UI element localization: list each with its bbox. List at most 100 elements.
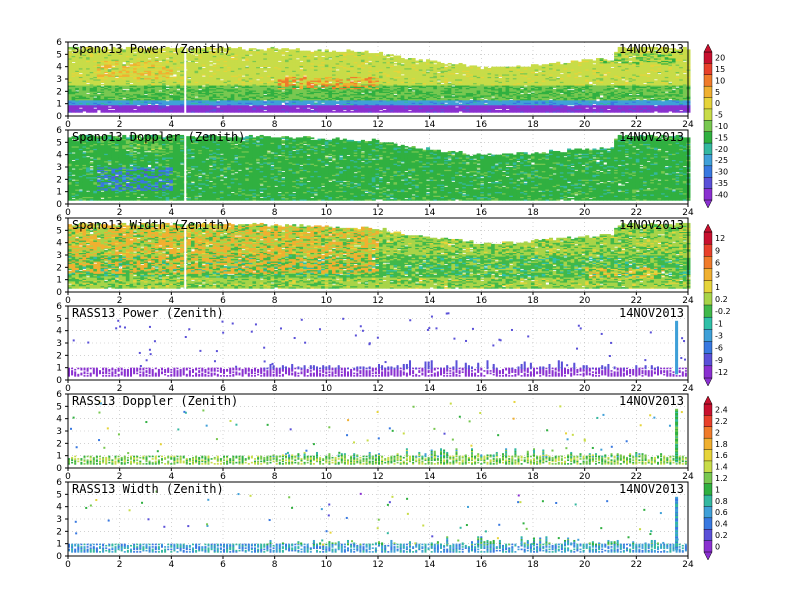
- heatmap-cell: [296, 59, 300, 61]
- heatmap-cell: [242, 49, 246, 51]
- heatmap-cell: [115, 78, 119, 80]
- heatmap-cell: [111, 67, 115, 69]
- heatmap-cell: [289, 49, 293, 51]
- heatmap-cell: [325, 49, 329, 51]
- heatmap-cell: [260, 49, 264, 51]
- heatmap-cell: [422, 62, 426, 64]
- heatmap-cell: [303, 77, 307, 79]
- heatmap-cell: [401, 75, 405, 77]
- heatmap-cell: [101, 67, 105, 69]
- heatmap-cell: [144, 95, 148, 97]
- heatmap-cell: [332, 51, 336, 53]
- heatmap-cell: [365, 51, 369, 53]
- heatmap-cell: [321, 104, 325, 106]
- heatmap-cell: [361, 52, 365, 54]
- heatmap-cell: [93, 109, 97, 111]
- heatmap-cell: [401, 58, 405, 60]
- heatmap-cell: [346, 49, 350, 51]
- heatmap-cell: [357, 83, 361, 85]
- heatmap-cell: [354, 52, 358, 54]
- heatmap-cell: [263, 101, 267, 103]
- heatmap-cell: [260, 68, 264, 70]
- heatmap-cell: [166, 86, 170, 88]
- heatmap-cell: [271, 47, 275, 49]
- heatmap-cell: [101, 84, 105, 86]
- heatmap-cell: [310, 85, 314, 87]
- heatmap-cell: [242, 77, 246, 79]
- heatmap-cell: [111, 110, 115, 112]
- heatmap-cell: [394, 56, 398, 58]
- heatmap-cell: [79, 74, 83, 76]
- heatmap-cell: [299, 62, 303, 64]
- heatmap-cell: [328, 59, 332, 61]
- heatmap-cell: [256, 80, 260, 82]
- heatmap-cell: [299, 51, 303, 53]
- heatmap-cell: [195, 98, 199, 100]
- heatmap-cell: [307, 105, 311, 107]
- heatmap-cell: [122, 64, 126, 66]
- heatmap-cell: [379, 52, 383, 54]
- heatmap-cell: [321, 57, 325, 59]
- heatmap-cell: [433, 64, 437, 66]
- heatmap-cell: [263, 72, 267, 74]
- heatmap-cell: [158, 91, 162, 93]
- heatmap-cell: [336, 52, 340, 54]
- heatmap-cell: [252, 48, 256, 50]
- heatmap-cell: [404, 59, 408, 61]
- heatmap-cell: [386, 54, 390, 56]
- heatmap-cell: [104, 74, 108, 76]
- heatmap-cell: [126, 67, 130, 69]
- heatmap-cell: [281, 56, 285, 58]
- heatmap-cell: [321, 89, 325, 91]
- heatmap-cell: [296, 81, 300, 83]
- heatmap-cell: [249, 48, 253, 50]
- heatmap-cell: [75, 91, 79, 93]
- heatmap-cell: [267, 68, 271, 70]
- heatmap-cell: [195, 63, 199, 65]
- heatmap-cell: [220, 80, 224, 82]
- heatmap-cell: [390, 54, 394, 56]
- heatmap-cell: [350, 51, 354, 53]
- heatmap-cell: [158, 62, 162, 64]
- heatmap-cell: [108, 110, 112, 112]
- heatmap-cell: [202, 68, 206, 70]
- heatmap-cell: [350, 81, 354, 83]
- heatmap-cell: [97, 94, 101, 96]
- heatmap-cell: [278, 49, 282, 51]
- heatmap-cell: [383, 56, 387, 58]
- heatmap-cell: [318, 49, 322, 51]
- heatmap-cell: [314, 51, 318, 53]
- heatmap-cell: [299, 69, 303, 71]
- heatmap-cell: [108, 107, 112, 109]
- heatmap-cell: [379, 111, 383, 113]
- heatmap-cell: [368, 93, 372, 95]
- heatmap-cell: [296, 48, 300, 50]
- heatmap-cell: [285, 52, 289, 54]
- heatmap-cell: [296, 109, 300, 111]
- heatmap-cell: [394, 63, 398, 65]
- heatmap-cell: [173, 77, 177, 79]
- heatmap-cell: [79, 109, 83, 111]
- heatmap-cell: [412, 58, 416, 60]
- heatmap-cell: [234, 88, 238, 90]
- heatmap-cell: [278, 62, 282, 64]
- heatmap-cell: [274, 48, 278, 50]
- heatmap-cell: [209, 62, 213, 64]
- heatmap-cell: [216, 101, 220, 103]
- heatmap-cell: [383, 110, 387, 112]
- heatmap-cell: [328, 83, 332, 85]
- heatmap-cell: [101, 86, 105, 88]
- heatmap-cell: [245, 67, 249, 69]
- heatmap-cell: [72, 63, 76, 65]
- heatmap-cell: [209, 72, 213, 74]
- heatmap-cell: [394, 65, 398, 67]
- heatmap-cell: [169, 95, 173, 97]
- heatmap-cell: [339, 52, 343, 54]
- heatmap-cell: [166, 106, 170, 108]
- heatmap-cell: [292, 49, 296, 51]
- heatmap-cell: [231, 58, 235, 60]
- heatmap-cell: [292, 84, 296, 86]
- heatmap-cell: [328, 52, 332, 54]
- heatmap-cell: [397, 56, 401, 58]
